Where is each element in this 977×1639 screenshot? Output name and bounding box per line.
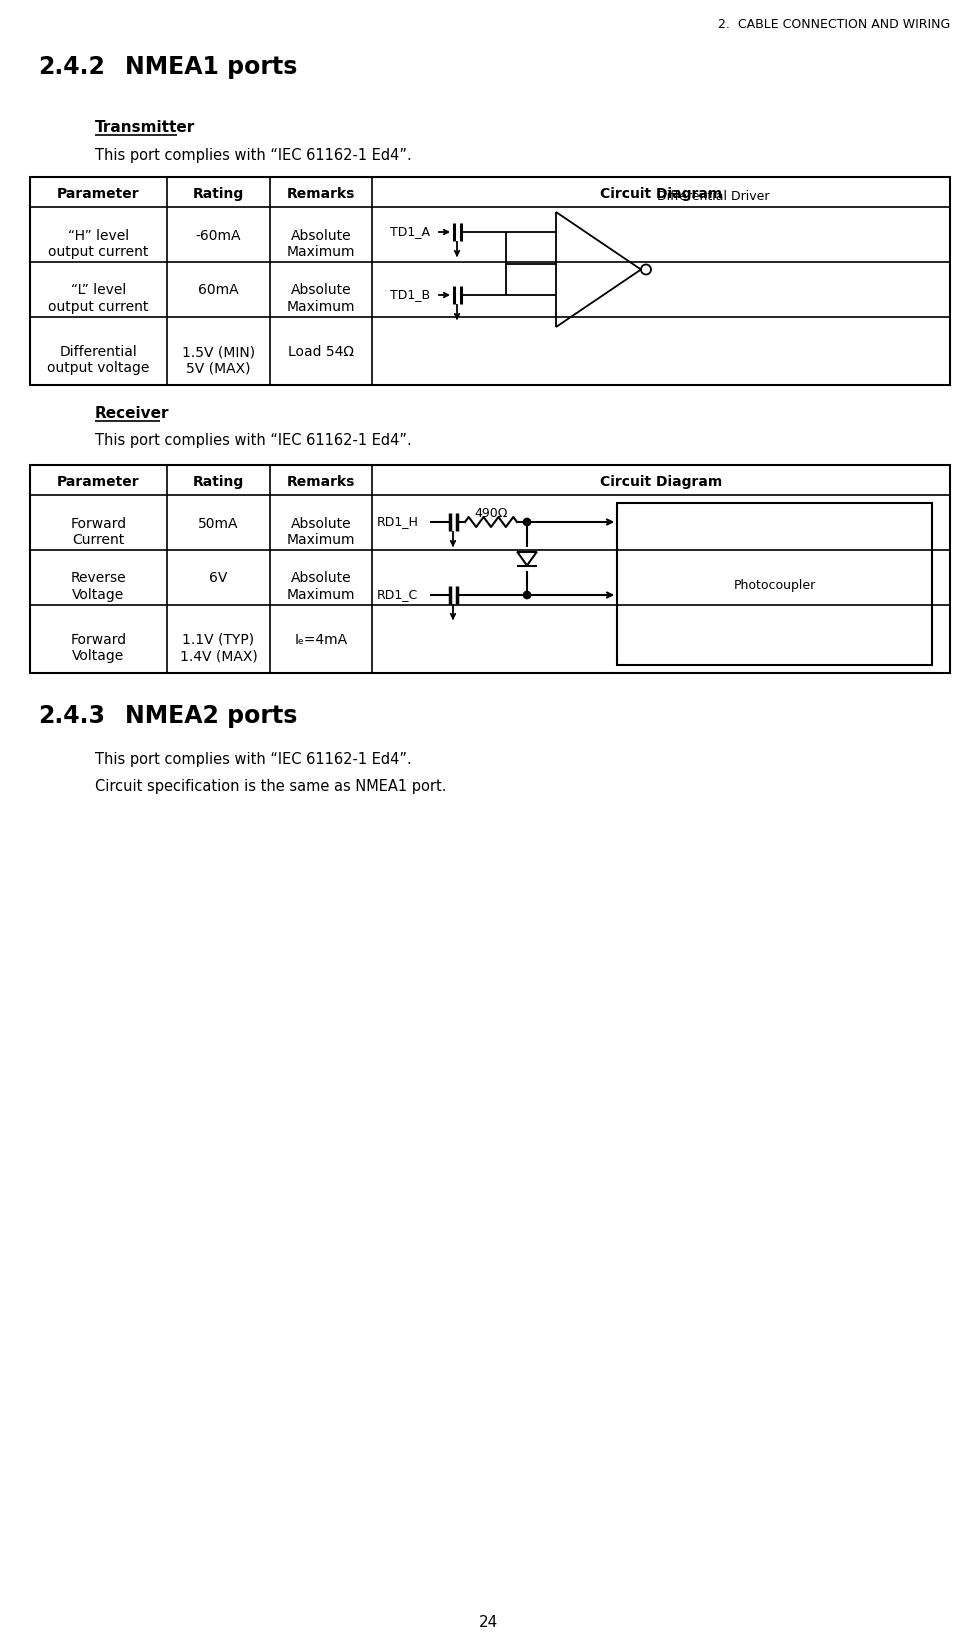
Text: TD1_A: TD1_A <box>390 225 430 238</box>
Text: Circuit specification is the same as NMEA1 port.: Circuit specification is the same as NME… <box>95 779 446 793</box>
Text: Load 54Ω: Load 54Ω <box>287 344 354 359</box>
Text: Parameter: Parameter <box>57 187 140 202</box>
Text: 2.  CABLE CONNECTION AND WIRING: 2. CABLE CONNECTION AND WIRING <box>717 18 949 31</box>
Bar <box>30 465 949 674</box>
Text: Forward
Current: Forward Current <box>70 516 126 546</box>
Text: Absolute
Maximum: Absolute Maximum <box>286 570 355 602</box>
Text: Circuit Diagram: Circuit Diagram <box>599 475 721 488</box>
Text: Circuit Diagram: Circuit Diagram <box>599 187 721 202</box>
Text: Rating: Rating <box>192 187 244 202</box>
Text: Parameter: Parameter <box>57 475 140 488</box>
Text: TD1_B: TD1_B <box>390 288 430 302</box>
Text: Absolute
Maximum: Absolute Maximum <box>286 516 355 546</box>
Text: Remarks: Remarks <box>286 475 355 488</box>
Text: “H” level
output current: “H” level output current <box>48 228 149 259</box>
Circle shape <box>523 520 530 526</box>
Text: RD1_H: RD1_H <box>376 515 418 528</box>
Bar <box>616 503 931 665</box>
Text: Iₑ=4mA: Iₑ=4mA <box>294 633 347 647</box>
Bar <box>30 179 949 385</box>
Text: RD1_C: RD1_C <box>376 588 418 600</box>
Text: Photocoupler: Photocoupler <box>733 579 815 592</box>
Text: Rating: Rating <box>192 475 244 488</box>
Text: 490Ω: 490Ω <box>474 506 507 520</box>
Text: 1.5V (MIN)
5V (MAX): 1.5V (MIN) 5V (MAX) <box>182 344 255 375</box>
Text: Remarks: Remarks <box>286 187 355 202</box>
Text: Absolute
Maximum: Absolute Maximum <box>286 228 355 259</box>
Text: 24: 24 <box>479 1614 498 1629</box>
Text: This port complies with “IEC 61162-1 Ed4”.: This port complies with “IEC 61162-1 Ed4… <box>95 433 411 447</box>
Text: Forward
Voltage: Forward Voltage <box>70 633 126 662</box>
Text: 60mA: 60mA <box>198 284 238 297</box>
Text: -60mA: -60mA <box>195 228 241 243</box>
Text: NMEA1 ports: NMEA1 ports <box>125 56 297 79</box>
Text: Transmitter: Transmitter <box>95 120 195 134</box>
Text: Reverse
Voltage: Reverse Voltage <box>70 570 126 602</box>
Text: 1.1V (TYP)
1.4V (MAX): 1.1V (TYP) 1.4V (MAX) <box>180 633 257 662</box>
Text: Absolute
Maximum: Absolute Maximum <box>286 284 355 313</box>
Text: 2.4.3: 2.4.3 <box>38 703 105 728</box>
Text: 6V: 6V <box>209 570 228 585</box>
Text: 2.4.2: 2.4.2 <box>38 56 105 79</box>
Circle shape <box>523 592 530 600</box>
Text: Differential
output voltage: Differential output voltage <box>47 344 149 375</box>
Text: Receiver: Receiver <box>95 406 169 421</box>
Text: Differential Driver: Differential Driver <box>657 190 769 203</box>
Text: This port complies with “IEC 61162-1 Ed4”.: This port complies with “IEC 61162-1 Ed4… <box>95 148 411 162</box>
Text: NMEA2 ports: NMEA2 ports <box>125 703 297 728</box>
Text: This port complies with “IEC 61162-1 Ed4”.: This port complies with “IEC 61162-1 Ed4… <box>95 752 411 767</box>
Text: 50mA: 50mA <box>198 516 238 529</box>
Text: “L” level
output current: “L” level output current <box>48 284 149 313</box>
